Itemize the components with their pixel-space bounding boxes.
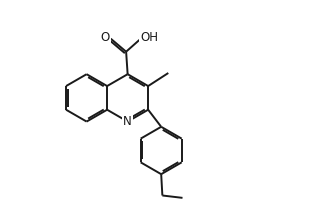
Text: N: N [123,115,132,128]
Text: OH: OH [140,31,158,44]
Text: O: O [100,31,110,44]
